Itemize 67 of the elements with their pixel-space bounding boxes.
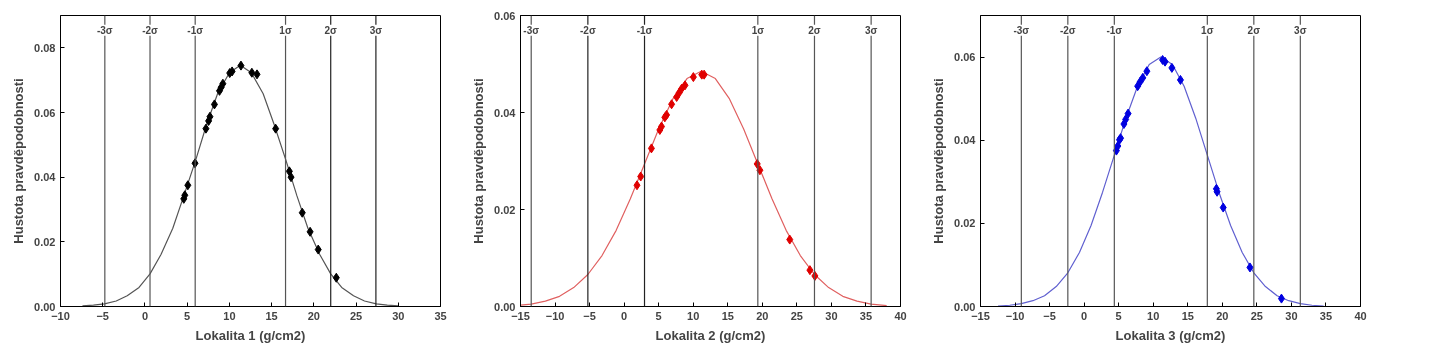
x-tick-label: 25 (790, 309, 803, 322)
x-tick-label: 30 (825, 309, 838, 322)
ref-line-label: 1σ (279, 24, 292, 36)
x-tick-label: 35 (859, 309, 873, 322)
x-tick-label: 5 (655, 309, 662, 322)
x-tick-label: −10 (1005, 309, 1025, 322)
ref-line-label: 1σ (1201, 24, 1214, 36)
x-tick-label: 10 (687, 309, 700, 322)
x-tick-label: −5 (583, 309, 596, 322)
x-tick-label: −5 (1043, 309, 1056, 322)
x-tick-label: −10 (545, 309, 565, 322)
y-tick-label: 0.04 (494, 106, 517, 119)
x-tick-label: 40 (894, 309, 907, 322)
y-tick-label: 0.02 (34, 235, 56, 248)
x-tick-label: 20 (756, 309, 769, 322)
x-tick-label: 0 (1081, 309, 1088, 322)
ref-line-label: -3σ (523, 24, 540, 36)
y-tick-label: 0.06 (954, 51, 976, 64)
y-tick-label: 0.02 (494, 203, 516, 216)
ref-line-label: 1σ (751, 24, 765, 36)
y-tick-label: 0.08 (34, 41, 56, 54)
ref-line-label: -1σ (1106, 24, 1123, 36)
ref-line-label: -2σ (580, 24, 596, 36)
ref-line-label: 3σ (369, 24, 383, 36)
y-tick-label: 0.02 (954, 217, 976, 230)
ref-line-label: -1σ (187, 24, 204, 36)
x-axis-title: Lokalita 2 (g/cm2) (655, 327, 766, 343)
x-tick-label: 0 (621, 309, 628, 322)
x-tick-label: 5 (184, 309, 191, 322)
y-tick-label: 0.04 (34, 171, 57, 184)
x-tick-label: −5 (96, 309, 109, 322)
ref-line-label: 3σ (864, 24, 878, 36)
x-tick-label: 5 (1115, 309, 1122, 322)
x-tick-label: 25 (1250, 309, 1263, 322)
ref-line-label: -1σ (636, 24, 653, 36)
x-tick-label: 30 (392, 309, 405, 322)
y-tick-label: 0.04 (954, 134, 977, 147)
y-tick-label: 0.00 (494, 300, 516, 313)
x-tick-label: 0 (141, 309, 149, 322)
x-tick-label: 10 (1147, 309, 1160, 322)
x-tick-label: 40 (1354, 309, 1367, 322)
ref-line-label: -2σ (1059, 24, 1076, 36)
y-tick-label: 0.06 (494, 9, 516, 22)
x-tick-label: 25 (349, 309, 363, 322)
y-tick-label: 0.00 (954, 300, 976, 313)
y-tick-label: 0.06 (34, 106, 56, 119)
x-tick-label: 35 (434, 309, 447, 322)
ref-line-label: 2σ (324, 24, 338, 36)
ref-line-label: -3σ (1013, 24, 1030, 36)
ref-line-label: 2σ (808, 24, 821, 36)
x-tick-label: 15 (1181, 309, 1194, 322)
x-tick-label: 20 (307, 309, 320, 322)
x-tick-label: 15 (721, 309, 734, 322)
ref-line-label: 2σ (1247, 24, 1261, 36)
ref-line-label: -3σ (96, 24, 113, 36)
x-tick-label: 10 (223, 309, 236, 322)
y-axis-title: Hustota pravděpodobnosti (11, 78, 27, 244)
ref-line-label: -2σ (142, 24, 159, 36)
y-axis-title: Hustota pravděpodobnosti (931, 78, 947, 244)
x-tick-label: 35 (1319, 309, 1333, 322)
ref-line-label: 3σ (1294, 24, 1307, 36)
y-axis-title: Hustota pravděpodobnosti (471, 78, 487, 244)
x-tick-label: 15 (265, 309, 278, 322)
x-axis-title: Lokalita 3 (g/cm2) (1115, 327, 1226, 343)
x-tick-label: 20 (1216, 309, 1229, 322)
x-tick-label: 30 (1285, 309, 1298, 322)
x-axis-title: Lokalita 1 (g/cm2) (195, 327, 306, 343)
